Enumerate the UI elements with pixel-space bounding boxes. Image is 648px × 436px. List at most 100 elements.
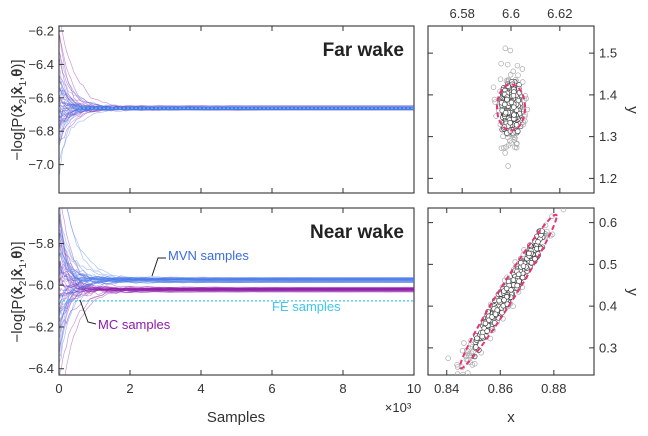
- near-trace-mc-trace: [59, 270, 414, 290]
- near-trace-mvn-trace: [66, 208, 414, 282]
- near-trace-mc-trace: [59, 287, 414, 321]
- near-scatter-point: [496, 297, 502, 304]
- near-trace-mc-trace: [59, 288, 414, 297]
- near-scatter-point: [461, 340, 467, 346]
- near-trace-mvn-trace: [59, 276, 414, 284]
- near-scatter-point: [560, 208, 567, 213]
- near-scatter-point: [445, 355, 451, 361]
- far-trace-mvn-trace: [59, 86, 414, 111]
- near-trace-mvn-trace: [59, 218, 414, 280]
- near-trace-mc-trace: [59, 288, 414, 297]
- far-trace-mc-trace: [59, 75, 414, 108]
- far-wake-title: Far wake: [323, 40, 404, 61]
- far-scatter-point: [502, 110, 509, 116]
- near-trace-mc-trace: [59, 279, 414, 291]
- near-scatter-point: [479, 333, 485, 340]
- near-trace-mvn-trace: [59, 275, 414, 305]
- near-trace-mc-trace: [59, 287, 414, 305]
- near-scatter-point: [532, 256, 538, 262]
- far-trace-traces: [59, 26, 414, 175]
- near-trace-mc-trace: [59, 289, 414, 312]
- near-trace-mc-trace: [64, 289, 414, 375]
- near-trace-mc-trace: [59, 265, 414, 292]
- near-scatter-point: [490, 327, 496, 333]
- near-scatter-point: [526, 250, 532, 257]
- near-scatter-point: [515, 271, 522, 278]
- near-scatter-point: [454, 364, 461, 370]
- near-scatter-point: [459, 347, 466, 354]
- near-trace-xtick-label: 2: [126, 381, 133, 396]
- near-trace-mvn-trace: [59, 278, 414, 317]
- near-trace-mvn-trace: [59, 278, 414, 299]
- near-trace-mvn-trace: [59, 260, 414, 283]
- far-trace-mvn-trace: [59, 106, 414, 141]
- near-trace-mvn-trace: [59, 281, 414, 305]
- far-trace-mc-trace: [59, 104, 414, 142]
- near-scatter-point: [566, 196, 571, 201]
- far-trace-mvn-trace: [59, 69, 414, 111]
- near-scatter-point: [489, 314, 495, 320]
- near-trace-mvn-trace: [59, 233, 414, 280]
- far-scatter-ytick-label: 1.3: [599, 129, 617, 144]
- near-trace-mvn-trace: [59, 232, 414, 281]
- near-trace-mvn-trace: [59, 277, 414, 298]
- near-trace-mvn-trace: [59, 233, 414, 280]
- near-scatter-point: [535, 239, 541, 245]
- near-trace-mc-trace: [59, 242, 414, 289]
- near-scatter-point: [510, 277, 517, 283]
- far-trace-mc-trace: [59, 109, 414, 122]
- near-trace-mvn-trace: [59, 262, 414, 283]
- near-scatter-ylabel: y: [624, 288, 641, 296]
- near-trace-mvn-trace: [59, 245, 414, 281]
- near-trace-ytick-label: −5.8: [28, 236, 54, 251]
- near-trace-plot: [59, 208, 414, 375]
- far-trace-mc-trace: [59, 89, 414, 109]
- near-trace-mc-trace: [59, 285, 414, 292]
- near-scatter-point: [460, 371, 466, 375]
- near-scatter-point: [568, 198, 573, 203]
- far-trace-mvn-trace: [59, 88, 414, 111]
- near-scatter-xtick-label: 0.88: [541, 381, 566, 396]
- near-scatter-point: [454, 362, 460, 368]
- near-wake-title: Near wake: [310, 222, 404, 243]
- near-scatter-ytick-label: 0.4: [599, 299, 617, 314]
- near-trace-mc-trace: [59, 219, 414, 292]
- far-scatter-point: [502, 45, 509, 52]
- near-scatter-xtick-label: 0.84: [434, 381, 459, 396]
- near-scatter-point: [463, 356, 470, 363]
- far-trace-ytick-label: −6.8: [28, 124, 54, 139]
- mvn-annotation-leader: [151, 257, 166, 277]
- near-trace-mvn-trace: [59, 213, 414, 281]
- near-scatter-point: [454, 371, 461, 375]
- far-scatter-point: [505, 163, 511, 169]
- near-scatter-point: [474, 335, 480, 342]
- near-scatter-plot: [445, 196, 573, 375]
- far-trace-mvn-trace: [59, 106, 414, 146]
- far-trace-mc-trace: [59, 107, 414, 130]
- near-trace-mc-trace: [59, 286, 414, 311]
- near-trace-mc-trace: [59, 262, 414, 292]
- mc-samples-annotation: MC samples: [98, 317, 171, 332]
- far-scatter-point: [515, 72, 521, 78]
- near-scatter-point: [510, 303, 516, 309]
- mc-annotation-leader: [79, 299, 97, 325]
- near-trace-mc-trace: [59, 260, 414, 294]
- near-scatter-point: [557, 203, 562, 208]
- near-trace-mc-trace: [59, 276, 414, 292]
- far-scatter-point: [512, 144, 518, 151]
- far-scatter-point: [508, 140, 514, 146]
- near-trace-mvn-trace: [59, 208, 414, 284]
- far-scatter-ylabel: y: [624, 106, 641, 114]
- far-trace-mvn-trace: [59, 107, 414, 175]
- near-trace-mvn-trace: [59, 271, 414, 284]
- near-scatter-point: [520, 263, 527, 269]
- near-scatter-point: [484, 328, 490, 334]
- far-scatter-axes: 1.2 1.3 1.4 1.5 6.58 6.6 6.62: [428, 6, 617, 193]
- far-scatter-point: [501, 145, 507, 151]
- near-trace-mvn-trace: [59, 278, 414, 315]
- near-scatter-point: [559, 202, 564, 207]
- far-trace-mvn-trace: [59, 80, 414, 112]
- near-scatter-point: [492, 311, 499, 317]
- near-trace-xtick-label: 6: [268, 381, 275, 396]
- mvn-samples-annotation: MVN samples: [168, 248, 249, 263]
